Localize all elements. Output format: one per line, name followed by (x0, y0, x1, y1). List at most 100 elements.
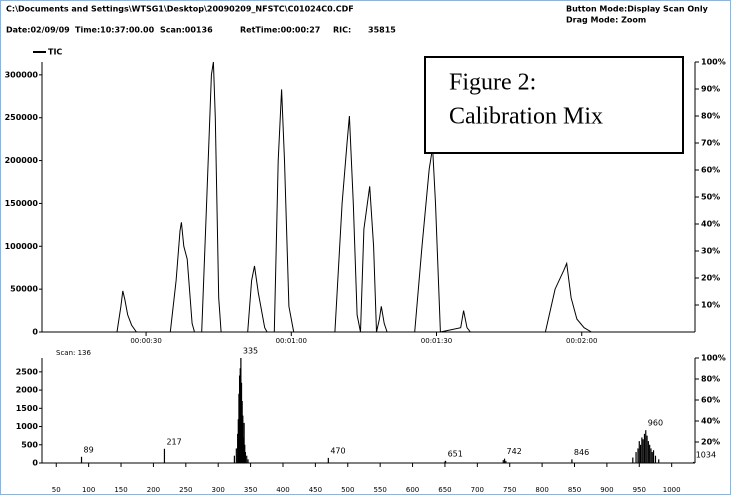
x-tick-label: 700 (471, 486, 484, 494)
spectrum-bar (243, 422, 245, 463)
spectrum-bar (632, 457, 634, 463)
peak-label: 846 (574, 448, 589, 457)
spectrum-bar (654, 455, 657, 463)
y-tick-label: 500 (21, 440, 38, 449)
y2-tick-label: 100% (701, 354, 726, 363)
ret-time: RetTime:00:00:27 (240, 26, 320, 35)
scan: Scan:00136 (160, 26, 213, 35)
drag-mode: Drag Mode: Zoom (566, 16, 646, 25)
peak-label: 217 (166, 437, 181, 446)
file-path: C:\Documents and Settings\WTSG1\Desktop\… (6, 5, 354, 14)
x-tick-label: 750 (503, 486, 516, 494)
y-tick-label: 150000 (5, 199, 39, 208)
x-tick-label: 00:00:30 (130, 337, 161, 345)
peak-label: 470 (330, 446, 345, 455)
spectrum-bar (658, 459, 660, 463)
spectrum-bar (645, 430, 647, 463)
spectrum-bar (237, 433, 239, 463)
spectrum-title: Scan: 136 (56, 349, 92, 357)
spectrum-bar (239, 368, 241, 463)
y2-tick-label: 60% (701, 166, 720, 175)
x-tick-label: 500 (341, 486, 354, 494)
spectrum-bar (693, 461, 695, 463)
x-tick-label: 00:01:00 (276, 337, 307, 345)
x-tick-label: 950 (633, 486, 646, 494)
annotation-box (424, 56, 684, 154)
spectrum-bar (638, 441, 640, 463)
y-tick-label: 250000 (5, 113, 39, 122)
y-tick-label: 2500 (16, 367, 39, 376)
y2-tick-label: 10% (701, 301, 720, 310)
x-tick-label: 200 (147, 486, 160, 494)
spectrum-bar (642, 439, 644, 463)
peak-label: 335 (243, 347, 258, 356)
spectrum-bar (327, 457, 329, 463)
y-tick-label: 2000 (16, 386, 39, 395)
spectrum-bar (639, 444, 642, 463)
spectrum-bar (80, 456, 83, 463)
y-tick-label: 0 (32, 328, 38, 337)
peak-label: 742 (507, 447, 522, 456)
x-tick-label: 1000 (663, 486, 681, 494)
y2-tick-label: 80% (701, 375, 720, 384)
peak-label: 89 (84, 445, 94, 454)
x-tick-label: 00:01:30 (421, 337, 452, 345)
spectrum-bar (242, 415, 244, 463)
y2-tick-label: 30% (701, 247, 720, 256)
spectrum-bar (235, 448, 237, 463)
y-tick-label: 1000 (16, 422, 39, 431)
spectrum-bar (635, 452, 637, 463)
spectrum-bar (244, 452, 247, 463)
y2-tick-label: 40% (701, 417, 720, 426)
spectrum-bar (242, 437, 245, 463)
y2-tick-label: 90% (701, 85, 720, 94)
y-tick-label: 50000 (10, 285, 38, 294)
x-tick-label: 850 (568, 486, 581, 494)
x-tick-label: 00:02:00 (566, 337, 597, 345)
spectrum-bar (238, 375, 241, 463)
spectrum-bar (505, 460, 507, 463)
annotation-text: Figure 2: (449, 70, 536, 96)
x-tick-label: 900 (600, 486, 613, 494)
spectrum-bar (641, 437, 643, 463)
spectrum-bar (643, 433, 646, 463)
y2-tick-label: 80% (701, 112, 720, 121)
y-tick-label: 1500 (16, 404, 39, 413)
annotation-text: Calibration Mix (449, 104, 603, 130)
spectrum-bar (244, 444, 246, 463)
tic-line (116, 61, 592, 333)
spectrum-bar (241, 401, 243, 463)
spectrum-bar (246, 455, 248, 463)
spectrum-bar (240, 382, 243, 463)
y2-tick-label: 50% (701, 193, 720, 202)
peak-label: 651 (448, 449, 463, 458)
spectrum-bar (503, 458, 506, 463)
ric-value: 35815 (368, 26, 396, 35)
spectrum-bar (237, 419, 239, 463)
spectrum-bar (502, 460, 504, 463)
spectrum-bar (444, 460, 447, 463)
spectrum-bar (240, 358, 242, 463)
x-tick-label: 300 (212, 486, 225, 494)
spectrum-bar (238, 393, 240, 463)
time: Time:10:37:00.00 (75, 26, 155, 35)
legend-label: TIC (48, 48, 62, 57)
x-tick-label: 800 (535, 486, 548, 494)
spectrum-bar (652, 450, 655, 463)
spectrum-bar (647, 441, 649, 463)
date: Date:02/09/09 (6, 26, 70, 35)
x-tick-label: 150 (114, 486, 127, 494)
spectrum-bar (163, 448, 166, 463)
spectrum-bar (637, 448, 639, 463)
spectrum-bar (651, 452, 653, 463)
x-tick-label: 100 (82, 486, 95, 494)
y-tick-label: 200000 (5, 156, 39, 165)
peak-label: 960 (648, 419, 663, 428)
x-tick-label: 350 (244, 486, 257, 494)
x-tick-label: 600 (406, 486, 419, 494)
y-tick-label: 100000 (5, 242, 39, 251)
y2-tick-label: 40% (701, 220, 720, 229)
y2-tick-label: 20% (701, 274, 720, 283)
x-tick-label: 400 (276, 486, 289, 494)
